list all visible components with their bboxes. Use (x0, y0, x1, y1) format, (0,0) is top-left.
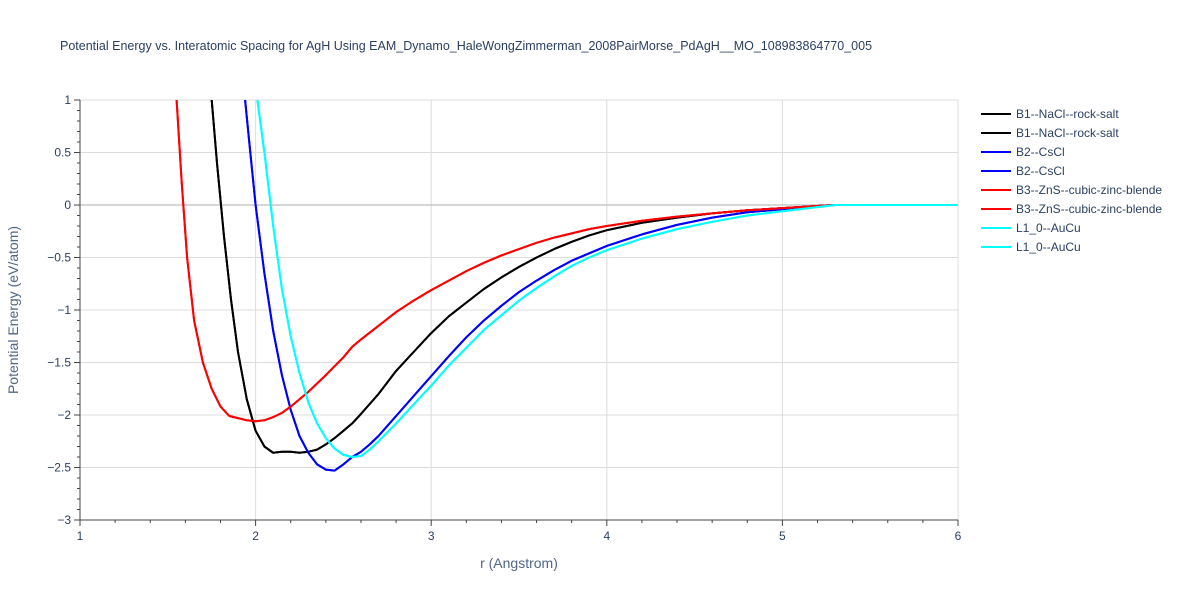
legend-label: B1--NaCl--rock-salt (1016, 107, 1119, 121)
x-tick-label: 5 (779, 529, 786, 543)
axes: 1 2 3 4 5 6 1 0.5 0 −0.5 −1 −1.5 −2 −2.5 −3 (47, 93, 961, 543)
legend-label: B2--CsCl (1016, 145, 1065, 159)
x-axis-label: r (Angstrom) (480, 555, 558, 571)
legend-item[interactable]: B3--ZnS--cubic-zinc-blende (981, 183, 1162, 197)
y-tick-label: 0.5 (54, 146, 71, 160)
legend-label: L1_0--AuCu (1016, 240, 1081, 254)
x-tick-label: 4 (603, 529, 610, 543)
chart-title: Potential Energy vs. Interatomic Spacing… (60, 39, 872, 53)
y-tick-label: −1.5 (47, 356, 71, 370)
legend-label: L1_0--AuCu (1016, 221, 1081, 235)
series-line-l1-0-aucu[interactable] (256, 100, 958, 458)
legend-item[interactable]: B1--NaCl--rock-salt (981, 107, 1119, 121)
series-line-b3-zns-cubic-zinc-blende[interactable] (175, 100, 958, 423)
y-tick-label: −3 (57, 513, 71, 527)
legend-label: B3--ZnS--cubic-zinc-blende (1016, 202, 1162, 216)
legend-item[interactable]: B2--CsCl (981, 164, 1065, 178)
plot-area (175, 100, 958, 472)
x-tick-label: 1 (77, 529, 84, 543)
grid (80, 99, 959, 520)
legend-label: B1--NaCl--rock-salt (1016, 126, 1119, 140)
y-tick-label: 0 (64, 198, 71, 212)
legend-label: B3--ZnS--cubic-zinc-blende (1016, 183, 1162, 197)
legend-item[interactable]: B2--CsCl (981, 145, 1065, 159)
y-tick-label: −2 (57, 408, 71, 422)
y-tick-label: −2.5 (47, 461, 71, 475)
legend-item[interactable]: L1_0--AuCu (981, 240, 1081, 254)
y-axis-label: Potential Energy (eV/atom) (5, 226, 21, 394)
series-line-l1-0-aucu[interactable] (256, 100, 958, 458)
x-tick-label: 6 (955, 529, 962, 543)
y-tick-label: −1 (57, 303, 71, 317)
series-line-b2-cscl[interactable] (244, 100, 958, 472)
x-tick-label: 3 (428, 529, 435, 543)
series-line-b3-zns-cubic-zinc-blende[interactable] (175, 100, 958, 423)
legend-label: B2--CsCl (1016, 164, 1065, 178)
legend[interactable]: B1--NaCl--rock-salt B1--NaCl--rock-salt B2… (981, 107, 1162, 254)
y-tick-label: 1 (64, 93, 71, 107)
legend-item[interactable]: B1--NaCl--rock-salt (981, 126, 1119, 140)
legend-item[interactable]: L1_0--AuCu (981, 221, 1081, 235)
y-tick-label: −0.5 (47, 251, 71, 265)
legend-item[interactable]: B3--ZnS--cubic-zinc-blende (981, 202, 1162, 216)
x-tick-label: 2 (252, 529, 259, 543)
